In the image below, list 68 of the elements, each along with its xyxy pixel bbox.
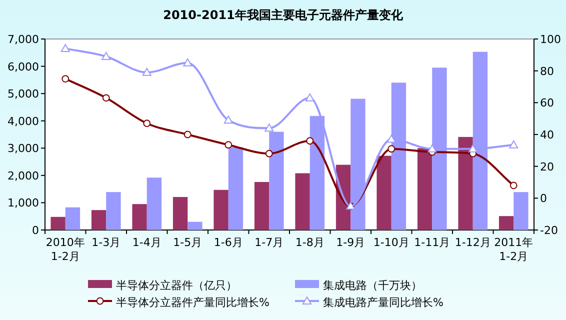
x-tick-label: 1-4月 xyxy=(132,236,162,249)
bar xyxy=(188,222,202,230)
bar xyxy=(132,204,147,230)
point xyxy=(468,144,478,152)
y-tick-label: 7,000 xyxy=(8,33,39,46)
legend-label: 集成电路产量同比增长% xyxy=(323,296,444,309)
y2-tick-label: 40 xyxy=(540,128,554,142)
y2-tick-label: 0 xyxy=(540,192,547,206)
x-tick-label: 1-7月 xyxy=(254,236,284,249)
point xyxy=(265,150,273,158)
x-tick-label: 2011年 1-2月 xyxy=(494,236,534,263)
legend-label: 半导体分立器件产量同比增长% xyxy=(116,296,270,309)
x-tick-label: 1-10月 xyxy=(373,236,410,249)
y-tick-label: 0 xyxy=(32,224,39,237)
point xyxy=(510,182,518,190)
bar xyxy=(228,147,244,230)
bar xyxy=(417,148,432,230)
point xyxy=(62,75,70,82)
y2-tick-label: 100 xyxy=(540,33,561,46)
point xyxy=(102,94,110,102)
bar xyxy=(376,156,392,230)
point xyxy=(305,93,314,102)
bar xyxy=(458,136,473,230)
point xyxy=(388,145,396,153)
point xyxy=(428,144,437,152)
point xyxy=(142,68,152,76)
x-tick-label: 1-5月 xyxy=(173,236,202,249)
bar xyxy=(514,192,528,230)
x-tick-label: 1-9月 xyxy=(336,236,366,249)
chart-title: 2010-2011年我国主要电子元器件产量变化 xyxy=(163,8,404,22)
point xyxy=(60,44,70,52)
point xyxy=(264,124,274,132)
x-tick-label: 1-12月 xyxy=(454,236,491,249)
x-tick-label: 1-11月 xyxy=(414,236,450,249)
legend-label: 半导体分立器件（亿只） xyxy=(116,279,237,292)
bar xyxy=(498,216,514,230)
y-tick-label: 6,000 xyxy=(8,60,39,74)
y2-tick-label: 20 xyxy=(540,160,554,174)
y2-tick-label: -20 xyxy=(540,224,558,237)
bar xyxy=(214,190,228,230)
point xyxy=(509,140,518,148)
x-tick-label: 1-6月 xyxy=(214,236,243,249)
point xyxy=(143,120,151,128)
x-tick-label: 1-8月 xyxy=(295,236,324,249)
y2-tick-label: 80 xyxy=(540,64,554,78)
bar xyxy=(146,178,162,230)
y-tick-label: 1,000 xyxy=(8,196,39,210)
point xyxy=(183,58,192,66)
point xyxy=(224,116,233,124)
y-tick-label: 3,000 xyxy=(8,142,39,156)
bar xyxy=(91,210,106,230)
legend-label: 集成电路（千万块） xyxy=(323,279,422,292)
bar xyxy=(254,182,270,230)
bar xyxy=(172,196,188,230)
x-tick-label: 2010年 1-2月 xyxy=(46,236,85,263)
bar xyxy=(106,192,121,230)
point xyxy=(102,52,111,60)
point xyxy=(224,141,232,149)
bar xyxy=(50,216,66,230)
y-tick-label: 5,000 xyxy=(8,88,39,101)
point xyxy=(184,130,192,138)
bar xyxy=(295,173,310,230)
x-tick-label: 1-3月 xyxy=(92,236,121,249)
y-tick-label: 2,000 xyxy=(8,169,39,182)
y2-tick-label: 60 xyxy=(540,96,554,110)
point xyxy=(306,137,314,145)
y-tick-label: 4,000 xyxy=(8,114,39,128)
bar xyxy=(65,207,80,230)
